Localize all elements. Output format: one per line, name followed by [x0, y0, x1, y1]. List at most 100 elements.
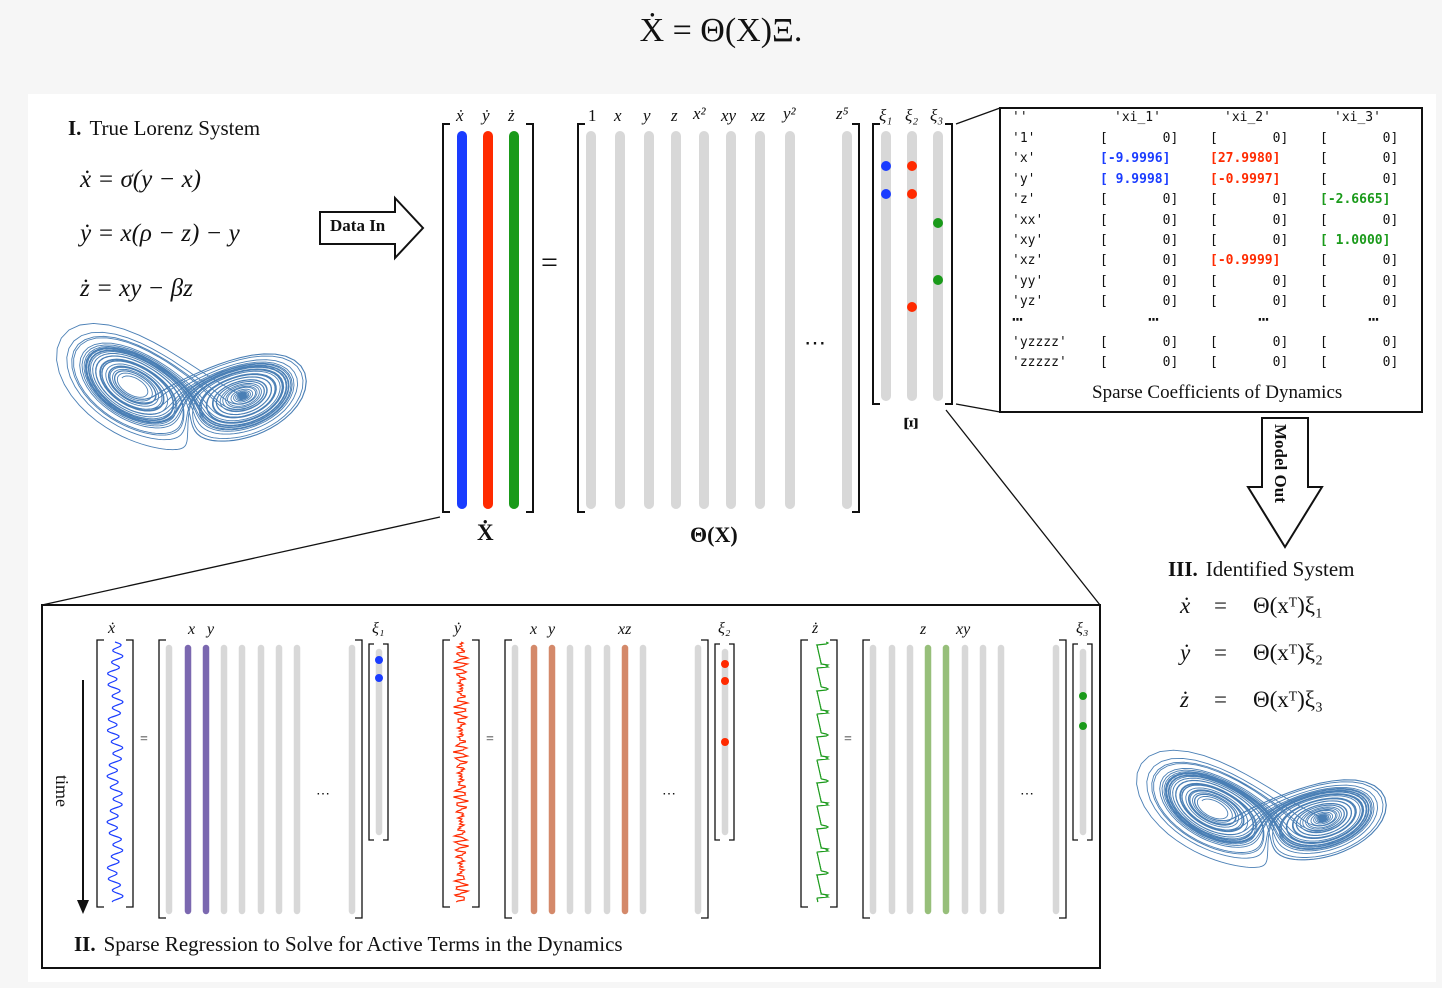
theta-header-x2: x²: [693, 104, 706, 123]
coef-cell: 'yz': [1012, 294, 1044, 310]
xi-header-2: ξ₂: [905, 106, 919, 125]
signal-trace: [815, 641, 830, 903]
xi-dot: [881, 161, 891, 171]
panel-active-label: y: [207, 621, 215, 638]
coef-cell: [27.9980]: [1210, 151, 1281, 167]
coef-cell: [-2.6665]: [1320, 192, 1391, 208]
coef-cell: '1': [1012, 131, 1036, 146]
time-arrowhead: [77, 900, 89, 914]
xi-dot: [933, 218, 943, 228]
coef-cell: ⋯: [1368, 308, 1379, 330]
model-out-arrow: [1246, 417, 1324, 549]
panel-active-label: xy: [956, 621, 971, 638]
xdot-header-z: ż: [508, 106, 515, 125]
coef-cell: [ 0]: [1210, 335, 1289, 350]
bracket: [714, 643, 720, 841]
theta-header-xz: xz: [751, 106, 766, 125]
bracket: [383, 643, 389, 841]
coef-cell: [ 0]: [1100, 253, 1179, 269]
coef-cell: [ 0]: [1100, 273, 1179, 289]
coef-cell: [ 0]: [1100, 335, 1179, 350]
coef-cell: [-0.9999]: [1210, 253, 1281, 269]
panel-active-label: x: [188, 621, 196, 638]
lorenz-eq-y: ẏ = x(ρ − z) − y: [80, 220, 240, 247]
coef-cell: [ 9.9998]: [1100, 171, 1171, 187]
coef-cell: ⋯: [1258, 308, 1269, 330]
xi-dot: [907, 302, 917, 312]
top-equation: Ẋ = Θ(X)Ξ.: [639, 12, 803, 49]
lorenz-eq-x: ẋ = σ(y − x): [80, 166, 202, 193]
coef-cell: 'zzzzz': [1012, 355, 1067, 371]
xdot-header-y: ẏ: [482, 106, 490, 125]
coef-cell: [ 0]: [1100, 355, 1179, 371]
coefficients-caption: Sparse Coefficients of Dynamics: [1092, 382, 1343, 403]
coef-cell: 'y': [1012, 171, 1036, 187]
ident-eq-equals: =: [1214, 640, 1227, 665]
coef-cell: [ 0]: [1100, 192, 1179, 208]
signal-trace: [452, 641, 471, 903]
bracket: [1072, 643, 1078, 841]
coef-cell: [ 0]: [1320, 171, 1399, 187]
panel-lhs-label: ẏ: [454, 620, 462, 637]
coef-cell: [ 0]: [1100, 131, 1179, 146]
ident-eq-equals: =: [1214, 687, 1227, 712]
panel-equals: =: [486, 732, 494, 747]
main-equals: =: [541, 246, 558, 279]
xi-dot: [933, 275, 943, 285]
ident-eq-rhs: Θ(xᵀ)ξ₂: [1253, 640, 1324, 665]
bracket: [504, 639, 512, 919]
model-out-label: Model Out: [1271, 424, 1290, 503]
panel-xi-dot: [721, 660, 729, 668]
ident-eq-equals: =: [1214, 593, 1227, 618]
attractor-trajectory: [1136, 749, 1387, 868]
ident-eq-lhs: ż: [1180, 687, 1189, 712]
bracket: [1059, 639, 1067, 919]
coef-cell: 'xx': [1012, 212, 1044, 228]
coef-cell: [ 0]: [1210, 233, 1289, 248]
lorenz-eq-z: ż = xy − βz: [80, 275, 193, 302]
bracket: [126, 639, 134, 908]
coef-header-cell: '': [1012, 110, 1028, 125]
panel-xi-label: ξ₃: [1076, 620, 1089, 637]
panel-xi-dot: [1079, 722, 1087, 730]
coef-cell: [ 1.0000]: [1320, 233, 1391, 248]
coefficients-box: [999, 107, 1423, 413]
theta-header-y2: y²: [783, 104, 796, 123]
connector-line: [955, 403, 1001, 413]
coef-cell: [ 0]: [1320, 355, 1399, 371]
panel-equals: =: [844, 732, 852, 747]
coef-cell: ⋯: [1148, 308, 1159, 330]
bracket: [862, 639, 870, 919]
theta-header-xy: xy: [721, 106, 737, 125]
panel-ellipsis: ⋯: [316, 787, 330, 802]
bracket: [800, 639, 808, 908]
coef-header-cell: 'xi_3': [1334, 110, 1381, 125]
theta-columns: [586, 131, 852, 509]
data-in-arrow: [319, 195, 425, 261]
coef-cell: [ 0]: [1320, 212, 1399, 228]
coef-cell: [ 0]: [1320, 151, 1399, 167]
attractor-trajectory: [56, 322, 307, 451]
bracket: [355, 639, 363, 919]
coef-cell: 'xz': [1012, 253, 1044, 269]
bracket: [158, 639, 166, 919]
theta-header-y: y: [643, 106, 651, 125]
coef-cell: [ 0]: [1210, 273, 1289, 289]
xdot-matrix: [442, 123, 534, 513]
signal-trace: [106, 641, 124, 903]
bracket: [368, 643, 374, 841]
coef-cell: [ 0]: [1320, 335, 1399, 350]
section2-title: II. Sparse Regression to Solve for Active…: [74, 932, 623, 956]
xi-header-1: ξ₁: [879, 106, 893, 125]
coef-cell: [ 0]: [1320, 131, 1399, 146]
coef-cell: 'xy': [1012, 233, 1044, 248]
coef-cell: [ 0]: [1320, 294, 1399, 310]
xi-dot: [881, 189, 891, 199]
panel-xi-label: ξ₂: [718, 620, 731, 637]
coef-cell: [ 0]: [1210, 131, 1289, 146]
bracket: [472, 639, 480, 908]
bracket: [96, 639, 104, 908]
data-in-label: Data In: [330, 216, 386, 235]
coef-cell: [ 0]: [1100, 212, 1179, 228]
panel-active-label: y: [548, 621, 556, 638]
